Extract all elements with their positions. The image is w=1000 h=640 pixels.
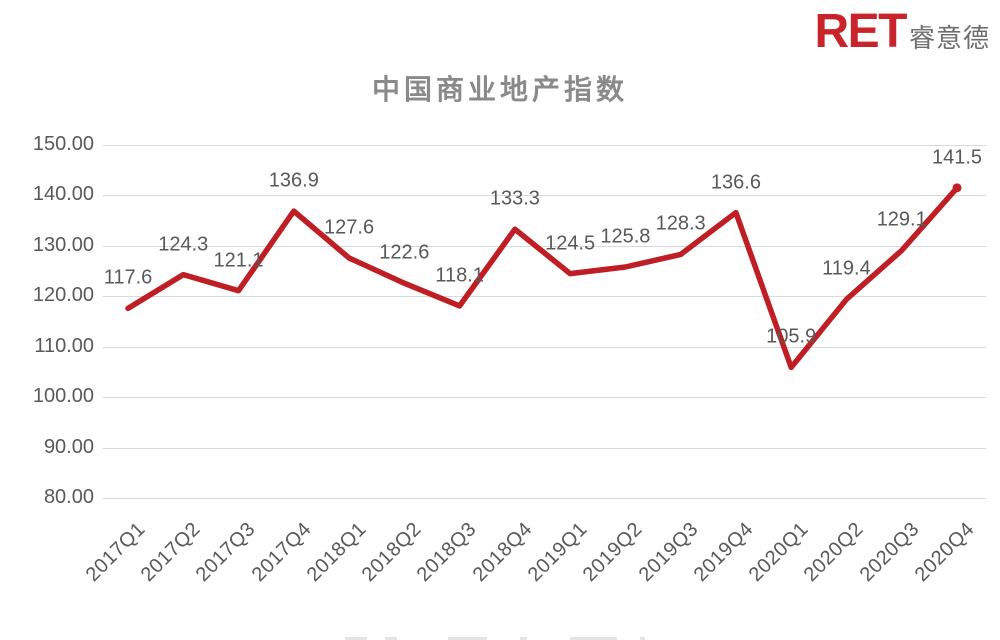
gridline [103,145,986,146]
data-point-label: 105.9 [766,325,817,348]
x-axis-tick-label: 2018Q1 [302,518,371,587]
cropped-caption-fragment [385,637,397,640]
y-axis-tick-label: 150.00 [32,133,94,156]
x-axis-tick-label: 2017Q2 [136,518,205,587]
data-point-label: 122.6 [379,241,430,264]
data-point-label: 136.6 [710,171,761,194]
last-point-marker [952,183,962,193]
data-point-label: 117.6 [103,266,153,289]
gridline [103,498,986,499]
x-axis-tick-label: 2018Q4 [468,518,537,587]
x-axis-tick-label: 2018Q3 [413,518,482,587]
x-axis-tick-label: 2019Q4 [689,518,758,587]
gridline [103,397,986,399]
gridline [103,296,986,298]
x-axis-tick-label: 2020Q2 [800,518,869,587]
y-axis-tick-label: 140.00 [32,183,94,206]
x-axis-tick-label: 2019Q2 [578,518,647,587]
data-point-label: 136.9 [268,169,319,192]
data-point-label: 125.8 [600,225,651,248]
cropped-caption-fragment [345,637,367,640]
data-point-label: 127.6 [324,216,375,239]
data-point-label: 118.1 [435,264,484,287]
y-axis-tick-label: 80.00 [43,486,94,509]
x-axis-tick-label: 2020Q3 [855,518,924,587]
data-point-label: 124.3 [158,233,209,256]
data-point-label: 133.3 [489,187,540,210]
ret-logo: RET 睿意德 [814,5,990,58]
y-axis-tick-label: 120.00 [32,284,94,307]
gridline [103,195,986,197]
y-axis-tick-label: 130.00 [32,233,94,256]
x-axis-tick-label: 2017Q1 [81,518,150,587]
y-axis-tick-label: 90.00 [43,435,94,458]
x-axis-tick-label: 2018Q2 [357,518,426,587]
cropped-caption-fragment [448,637,487,640]
cropped-caption-fragment [570,637,617,640]
gridline [103,346,986,348]
data-point-label: 119.4 [822,257,871,280]
ret-logo-text: RET [814,5,907,58]
y-axis-tick-label: 110.00 [34,334,94,357]
data-point-label: 121.1 [213,249,264,272]
data-point-label: 129.1 [876,208,927,231]
ret-logo-chinese-text: 睿意德 [908,23,990,54]
x-axis-tick-label: 2020Q1 [744,518,813,587]
chart-title: 中国商业地产指数 [371,73,628,106]
x-axis-tick-label: 2020Q4 [910,518,979,587]
x-axis-tick-label: 2019Q1 [523,518,592,587]
cropped-caption-fragment [640,637,645,640]
cropped-caption-fragment [520,637,527,640]
gridline [103,447,986,449]
x-axis-tick-label: 2017Q4 [247,518,316,587]
data-point-label: 124.5 [545,232,596,255]
x-axis-tick-label: 2019Q3 [634,518,703,587]
x-axis-tick-label: 2017Q3 [192,518,261,587]
data-point-label: 128.3 [655,212,706,235]
data-point-label: 141.5 [931,146,983,169]
y-axis-tick-label: 100.00 [32,385,94,408]
